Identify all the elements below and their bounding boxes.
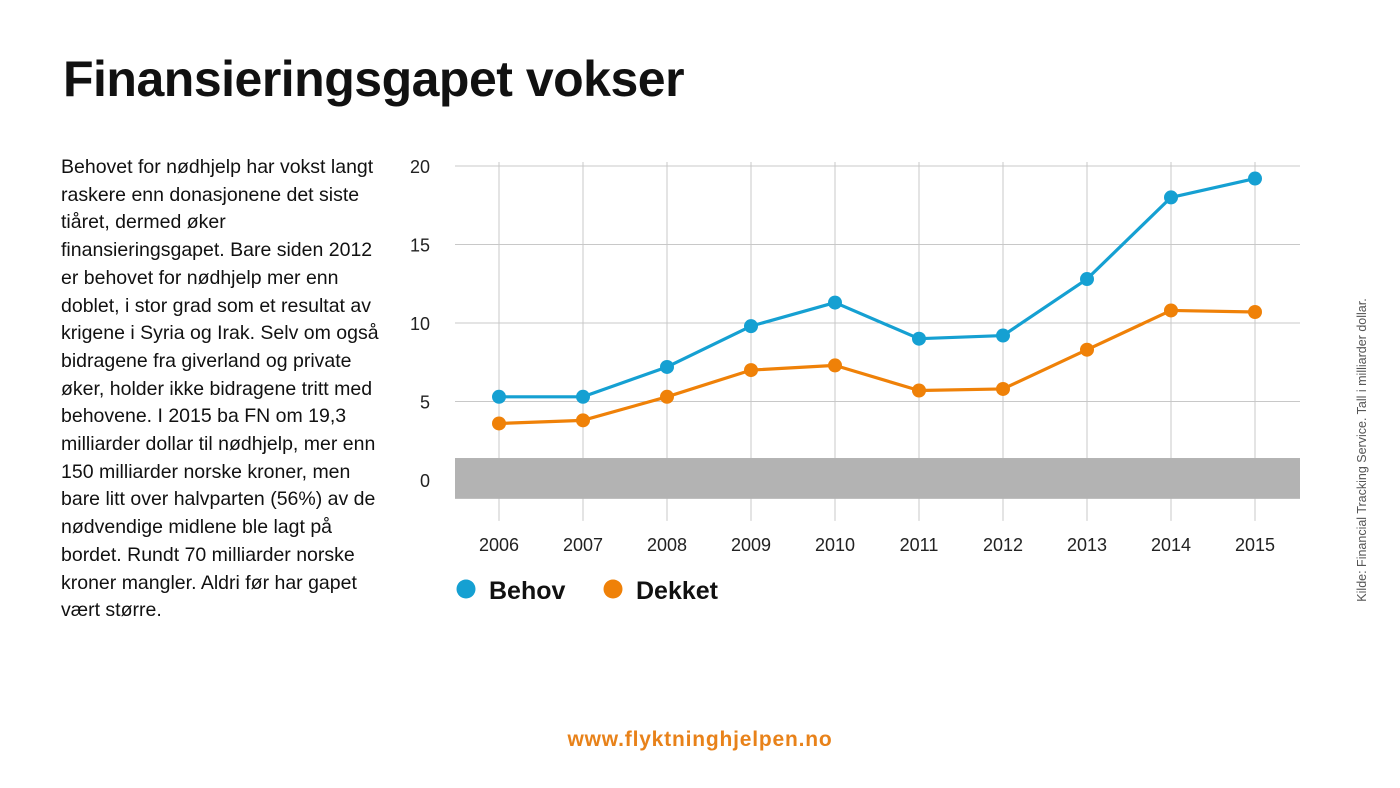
- data-point-dekket: [912, 383, 926, 398]
- legend-label-dekket: Dekket: [636, 577, 719, 605]
- x-tick-label: 2013: [1067, 535, 1107, 555]
- x-tick-label: 2015: [1235, 535, 1275, 555]
- x-tick-label: 2008: [647, 535, 687, 555]
- data-point-dekket: [996, 381, 1010, 396]
- series-layer: [492, 171, 1262, 431]
- data-point-dekket: [1080, 342, 1094, 357]
- data-point-behov: [1080, 272, 1094, 287]
- y-tick-label: 20: [410, 157, 430, 177]
- data-point-behov: [744, 319, 758, 334]
- y-tick-label: 15: [410, 236, 430, 256]
- data-point-behov: [660, 359, 674, 374]
- legend-marker-behov: [456, 579, 476, 599]
- data-point-behov: [1248, 171, 1262, 186]
- chart-title: Finansieringsgapet vokser: [63, 51, 685, 107]
- x-tick-label: 2014: [1151, 535, 1191, 555]
- y-tick-label: 5: [420, 393, 430, 413]
- data-point-dekket: [660, 389, 674, 404]
- axis-layer: 0 5 10 15 20 2006 2007 2008 2009 2010 2011 2012 2013…: [410, 157, 1275, 555]
- data-point-dekket: [828, 358, 842, 373]
- source-note: Kilde: Financial Tracking Service. Tall …: [1355, 298, 1369, 602]
- legend-marker-dekket: [603, 579, 623, 599]
- footer-url[interactable]: www.flyktninghjelpen.no: [567, 728, 833, 751]
- y-tick-label: 10: [410, 314, 430, 334]
- description-text: Behovet for nødhjelp har vokst langt ras…: [61, 156, 379, 622]
- x-tick-label: 2011: [900, 535, 939, 555]
- data-point-behov: [996, 328, 1010, 343]
- data-point-behov: [1164, 190, 1178, 205]
- legend-label-behov: Behov: [489, 577, 566, 605]
- data-point-dekket: [1164, 303, 1178, 318]
- x-tick-label: 2006: [479, 535, 519, 555]
- data-point-dekket: [492, 416, 506, 431]
- series-line-dekket: [498, 308, 1256, 426]
- x-tick-label: 2009: [731, 535, 771, 555]
- y-tick-label: 0: [420, 471, 430, 491]
- zero-baseline-band: [455, 458, 1300, 499]
- x-tick-label: 2012: [983, 535, 1023, 555]
- grid-layer: [455, 162, 1300, 521]
- data-point-behov: [492, 389, 506, 404]
- legend-layer: Behov Dekket: [456, 577, 719, 605]
- x-tick-label: 2007: [563, 535, 603, 555]
- data-point-behov: [912, 331, 926, 346]
- x-tick-label: 2010: [815, 535, 855, 555]
- series-line-behov: [499, 176, 1256, 399]
- data-point-dekket: [1248, 305, 1262, 320]
- data-point-dekket: [744, 363, 758, 378]
- data-point-behov: [576, 389, 590, 404]
- data-point-dekket: [576, 413, 590, 428]
- data-point-behov: [828, 295, 842, 310]
